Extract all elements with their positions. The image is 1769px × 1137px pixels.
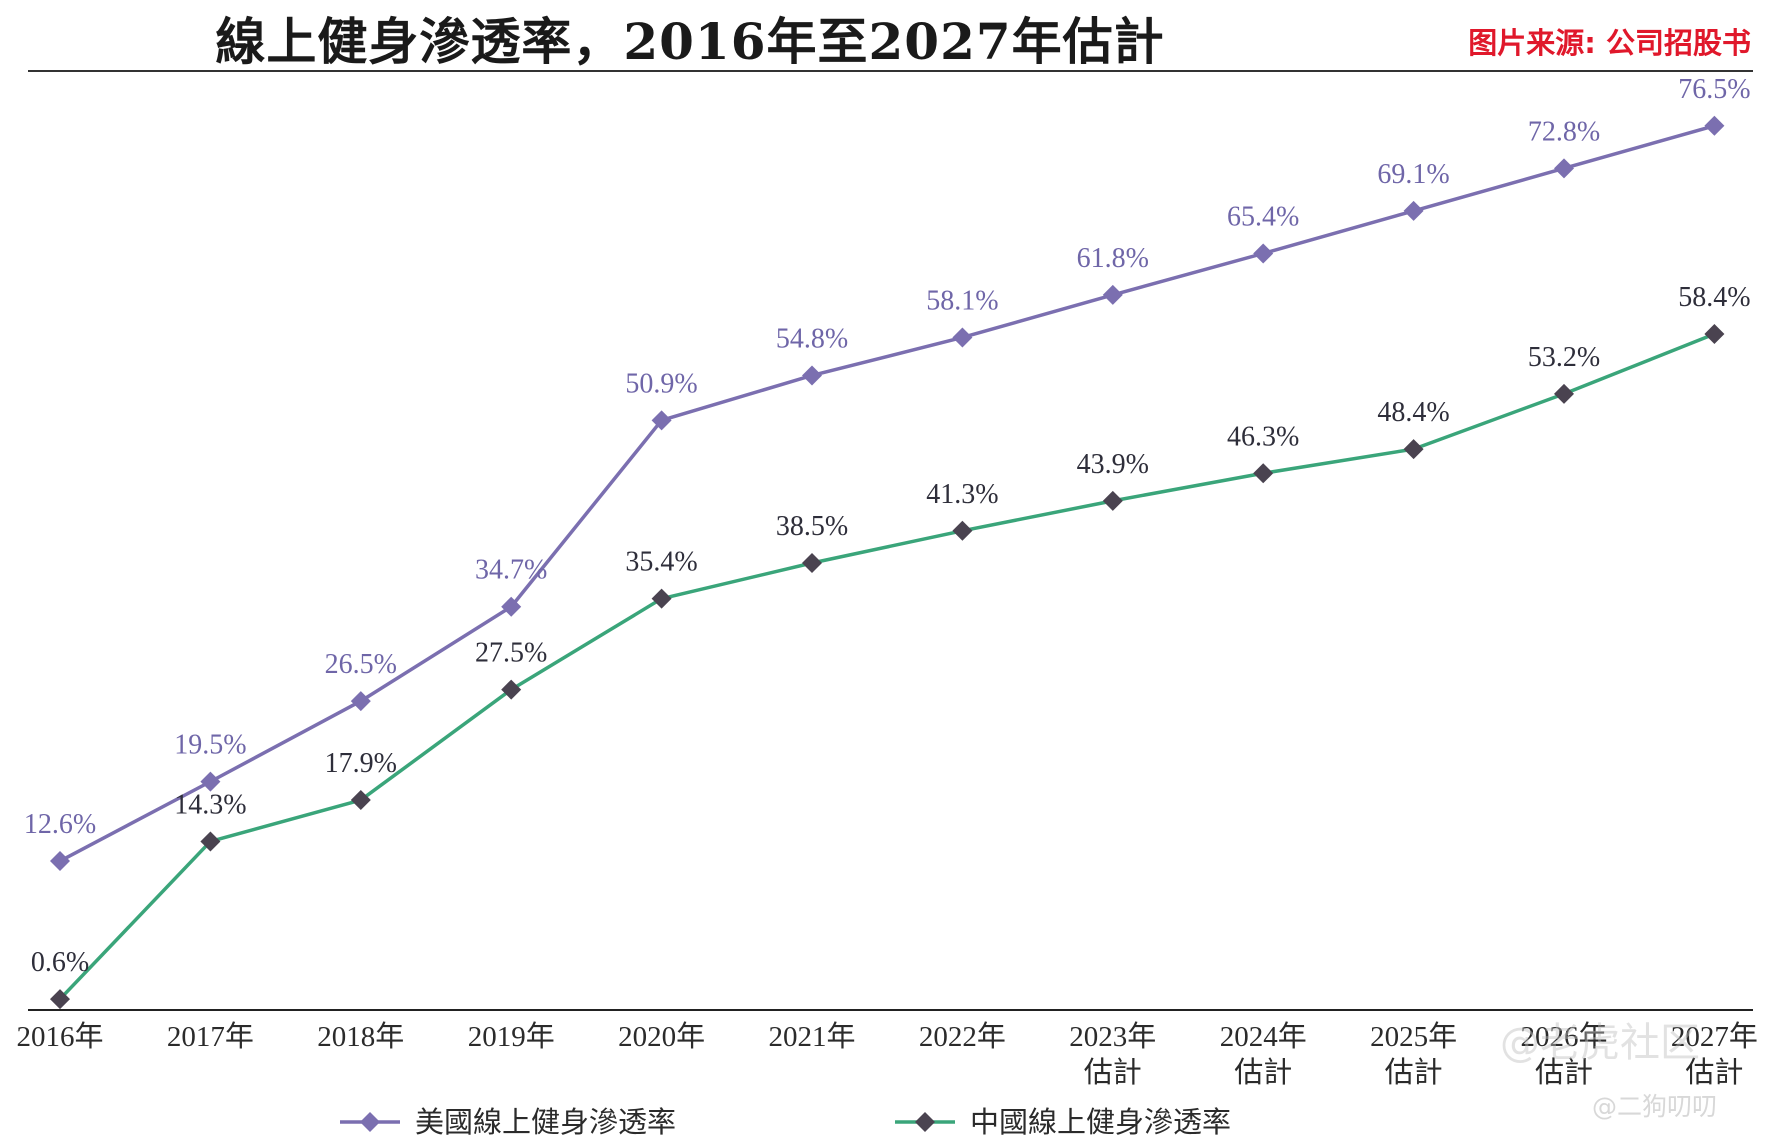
data-point-1-10 (1403, 200, 1424, 221)
image-source-note: 图片来源: 公司招股书 (1468, 26, 1751, 60)
x-tick-label-10-line2: 估計 (1385, 1056, 1443, 1089)
data-point-2-9 (1253, 463, 1274, 484)
legend: 美國線上健身滲透率 中國線上健身滲透率 (340, 1106, 1231, 1137)
data-label-1-1: 12.6% (24, 809, 96, 840)
chart-title: 線上健身滲透率，2016年至2027年估計 (215, 12, 1165, 71)
data-label-2-10: 48.4% (1377, 397, 1449, 428)
data-point-2-4 (501, 679, 522, 700)
data-labels: 12.6% 19.5% 26.5% 34.7% 50.9% 54.8% 58.1% 61.8%… (24, 74, 1751, 978)
data-point-2-7 (952, 520, 973, 541)
x-tick-label-11: 2026年 (1520, 1020, 1607, 1053)
data-label-2-6: 38.5% (776, 511, 848, 542)
data-label-2-9: 46.3% (1227, 421, 1299, 452)
x-tick-label-12: 2027年 (1671, 1020, 1758, 1053)
data-label-2-8: 43.9% (1077, 449, 1149, 480)
x-tick-label-1: 2016年 (16, 1020, 103, 1053)
series-markers (50, 115, 1725, 1010)
data-point-2-11 (1554, 383, 1574, 404)
x-tick-label-12-line2: 估計 (1685, 1056, 1743, 1089)
data-label-1-9: 65.4% (1227, 201, 1299, 232)
x-tick-label-9-line2: 估計 (1234, 1056, 1292, 1089)
legend-marker-2 (915, 1112, 935, 1132)
series-line-2 (58, 332, 1716, 1001)
data-label-1-11: 72.8% (1528, 116, 1600, 147)
x-tick-label-2: 2017年 (167, 1020, 254, 1053)
data-label-1-10: 69.1% (1377, 159, 1449, 190)
data-point-1-8 (1102, 284, 1123, 305)
data-point-2-2 (200, 831, 221, 852)
data-point-1-4 (501, 596, 522, 617)
data-point-1-11 (1554, 158, 1574, 179)
data-label-1-2: 19.5% (174, 730, 246, 761)
data-label-1-3: 26.5% (325, 649, 397, 680)
series-line-1 (59, 124, 1715, 863)
data-label-1-8: 61.8% (1077, 243, 1149, 274)
data-point-1-1 (50, 851, 70, 872)
data-point-1-7 (952, 327, 973, 348)
data-point-1-5 (651, 410, 672, 431)
data-point-2-1 (50, 989, 70, 1010)
data-label-1-5: 50.9% (625, 368, 697, 399)
legend-label-2: 中國線上健身滲透率 (970, 1106, 1231, 1137)
data-label-2-2: 14.3% (174, 789, 246, 820)
x-axis-tick-labels: 2016年 2017年 2018年 2019年 2020年 2021年 2022年 2023年… (16, 1020, 1757, 1089)
data-point-1-2 (200, 771, 221, 792)
x-tick-label-9: 2024年 (1220, 1020, 1307, 1053)
data-point-2-12 (1704, 324, 1725, 345)
data-label-2-11: 53.2% (1528, 342, 1600, 373)
series-lines (58, 124, 1716, 1001)
data-point-2-10 (1403, 439, 1424, 460)
data-label-2-5: 35.4% (625, 547, 697, 578)
x-tick-label-8-line2: 估計 (1084, 1056, 1142, 1089)
data-label-2-3: 17.9% (325, 748, 397, 779)
x-tick-label-4: 2019年 (468, 1020, 555, 1053)
x-tick-label-11-line2: 估計 (1535, 1056, 1593, 1089)
x-tick-label-8: 2023年 (1069, 1020, 1156, 1053)
data-label-1-12: 76.5% (1678, 74, 1750, 105)
x-tick-label-10: 2025年 (1370, 1020, 1457, 1053)
data-point-1-3 (350, 691, 371, 712)
legend-marker-1 (360, 1112, 380, 1132)
x-tick-label-6: 2021年 (768, 1020, 855, 1053)
x-tick-label-5: 2020年 (618, 1020, 705, 1053)
watermark-handle: @二狗叨叨 (1592, 1092, 1718, 1121)
data-point-1-6 (802, 365, 822, 386)
data-point-2-5 (651, 588, 672, 609)
legend-label-1: 美國線上健身滲透率 (415, 1106, 676, 1137)
data-label-1-4: 34.7% (475, 555, 547, 586)
data-label-2-1: 0.6% (31, 947, 89, 978)
x-tick-label-3: 2018年 (317, 1020, 404, 1053)
watermark: @老虎社区 (1500, 1020, 1700, 1066)
data-label-2-4: 27.5% (475, 638, 547, 669)
data-point-2-8 (1102, 490, 1123, 511)
data-point-1-9 (1253, 243, 1274, 264)
data-point-2-3 (350, 790, 371, 811)
data-point-2-6 (802, 553, 822, 574)
data-point-1-12 (1704, 115, 1725, 136)
data-label-1-6: 54.8% (776, 323, 848, 354)
x-tick-label-7: 2022年 (919, 1020, 1006, 1053)
data-label-2-12: 58.4% (1678, 282, 1750, 313)
data-label-2-7: 41.3% (926, 479, 998, 510)
data-label-1-7: 58.1% (926, 285, 998, 316)
title-underline (28, 70, 1753, 72)
